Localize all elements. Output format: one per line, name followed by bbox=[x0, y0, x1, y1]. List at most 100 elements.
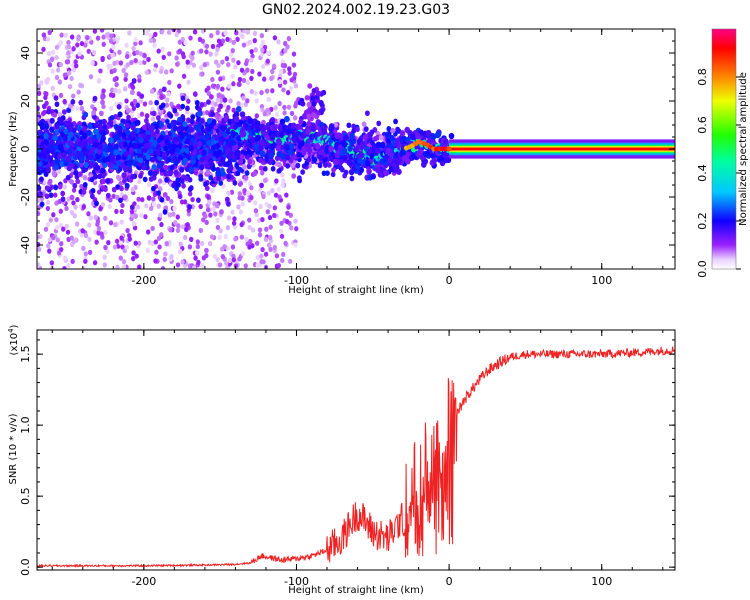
spectrogram-cell bbox=[49, 184, 55, 190]
spectrogram-cell bbox=[180, 103, 186, 110]
spectrogram-cell bbox=[258, 157, 263, 164]
spectrogram-cell bbox=[175, 214, 180, 220]
spectrogram-cell bbox=[264, 88, 270, 94]
spectrogram-cell bbox=[119, 219, 124, 225]
spectrogram-cell bbox=[154, 123, 160, 130]
spectrogram-cell bbox=[232, 123, 239, 131]
spectrogram-cell bbox=[295, 162, 301, 169]
spectrogram-cell bbox=[226, 153, 232, 160]
spectrogram-cell bbox=[379, 141, 386, 149]
spectrogram-cell bbox=[341, 147, 348, 154]
spectrogram-cell bbox=[109, 115, 115, 121]
spectrogram-cell bbox=[214, 152, 221, 159]
spectrogram-cell bbox=[37, 192, 42, 198]
spectrogram-cell bbox=[133, 57, 138, 64]
spectrogram-cell bbox=[284, 144, 291, 151]
spectrogram-cell bbox=[87, 236, 92, 243]
spectrogram-cell bbox=[66, 107, 71, 113]
spectrogram-cell bbox=[161, 86, 167, 93]
spectrogram-cell bbox=[298, 140, 305, 148]
spectrogram-cell bbox=[311, 101, 317, 107]
spectrogram-cell bbox=[410, 133, 416, 141]
spectrogram-cell bbox=[163, 205, 169, 211]
spectrogram-cell bbox=[350, 137, 357, 145]
spectrogram-cell bbox=[257, 71, 262, 77]
spectrogram-cell bbox=[375, 141, 382, 148]
spectrogram-cell bbox=[100, 185, 106, 191]
spectrogram-cell bbox=[55, 67, 61, 73]
spectrogram-cell bbox=[115, 174, 121, 180]
spectrogram-cell bbox=[162, 209, 168, 215]
spectrogram-cell bbox=[159, 232, 164, 238]
spectrogram-cell bbox=[226, 62, 231, 68]
spectrogram-cell bbox=[106, 64, 112, 71]
spectrogram-cell bbox=[237, 81, 242, 87]
spectrogram-cell bbox=[133, 240, 138, 246]
spectrogram-cell bbox=[45, 205, 51, 212]
spectrogram-cell bbox=[364, 110, 370, 117]
spectrogram-cell bbox=[62, 266, 67, 269]
spectrogram-cell bbox=[231, 257, 237, 263]
spectrogram-cell bbox=[96, 148, 102, 155]
spectrogram-cell bbox=[204, 49, 209, 55]
spectrogram-cell bbox=[242, 188, 247, 194]
spectrogram-cell bbox=[69, 179, 74, 185]
spectrogram-cell bbox=[189, 118, 195, 125]
spectrogram-cell bbox=[62, 255, 68, 261]
spectrogram-cell bbox=[172, 155, 178, 162]
spectrogram-cell bbox=[94, 239, 99, 245]
spectrogram-cell bbox=[130, 173, 135, 180]
spectrogram-cell bbox=[57, 144, 64, 151]
y-tick-label: 40 bbox=[19, 46, 32, 60]
spectrogram-cell bbox=[144, 203, 149, 209]
spectrogram-cell bbox=[147, 169, 153, 176]
spectrogram-cell bbox=[305, 127, 312, 135]
spectrogram-cell bbox=[48, 192, 54, 198]
spectrogram-cell bbox=[210, 111, 216, 117]
spectrogram-cell bbox=[241, 42, 247, 48]
spectrogram-cell bbox=[208, 174, 214, 181]
spectrogram-cell bbox=[190, 50, 195, 56]
spectrogram-cell bbox=[113, 87, 118, 93]
spectrogram-cell bbox=[53, 192, 58, 198]
spectrogram-cell bbox=[125, 228, 130, 234]
spectrogram-cell bbox=[190, 197, 195, 203]
spectrogram-cell bbox=[131, 78, 137, 84]
spectrogram-cell bbox=[123, 72, 129, 78]
spectrogram-cell bbox=[156, 48, 161, 54]
spectrogram-cell bbox=[150, 156, 156, 163]
spectrogram-cell bbox=[273, 105, 278, 111]
spectrogram-cell bbox=[169, 198, 174, 205]
spectrogram-cell bbox=[198, 203, 203, 210]
spectrogram-cell bbox=[122, 178, 127, 184]
spectrogram-x-ticks: -200 -100 0 100 bbox=[51, 29, 664, 287]
spectrogram-cell bbox=[331, 167, 336, 173]
spectrogram-cell bbox=[160, 29, 165, 35]
spectrogram-cell bbox=[277, 161, 282, 168]
spectrogram-cell bbox=[259, 253, 264, 259]
spectrogram-cell bbox=[240, 251, 246, 257]
spectrogram-cell bbox=[263, 140, 270, 148]
spectrogram-cell bbox=[172, 107, 178, 114]
spectrogram-cell bbox=[201, 255, 207, 261]
spectrogram-cell bbox=[224, 265, 230, 269]
spectrogram-cell bbox=[113, 222, 118, 228]
spectrogram-cell bbox=[314, 142, 321, 150]
spectrogram-cell bbox=[265, 107, 270, 113]
spectrogram-cell bbox=[258, 187, 263, 193]
spectrogram-cell bbox=[171, 119, 178, 126]
spectrogram-cell bbox=[41, 153, 47, 160]
spectrogram-cell bbox=[162, 192, 168, 198]
spectrogram-cell bbox=[47, 237, 53, 243]
spectrogram-cell bbox=[183, 40, 188, 46]
spectrogram-cell bbox=[204, 110, 210, 116]
spectrogram-cell bbox=[44, 123, 50, 130]
spectrogram-cell bbox=[100, 167, 106, 174]
spectrogram-cell bbox=[87, 123, 93, 130]
spectrogram-cell bbox=[125, 129, 131, 136]
spectrogram-cell bbox=[45, 222, 51, 228]
spectrogram-cell bbox=[45, 36, 51, 42]
spectrogram-cell bbox=[296, 175, 302, 181]
spectrogram-cell bbox=[192, 29, 198, 35]
